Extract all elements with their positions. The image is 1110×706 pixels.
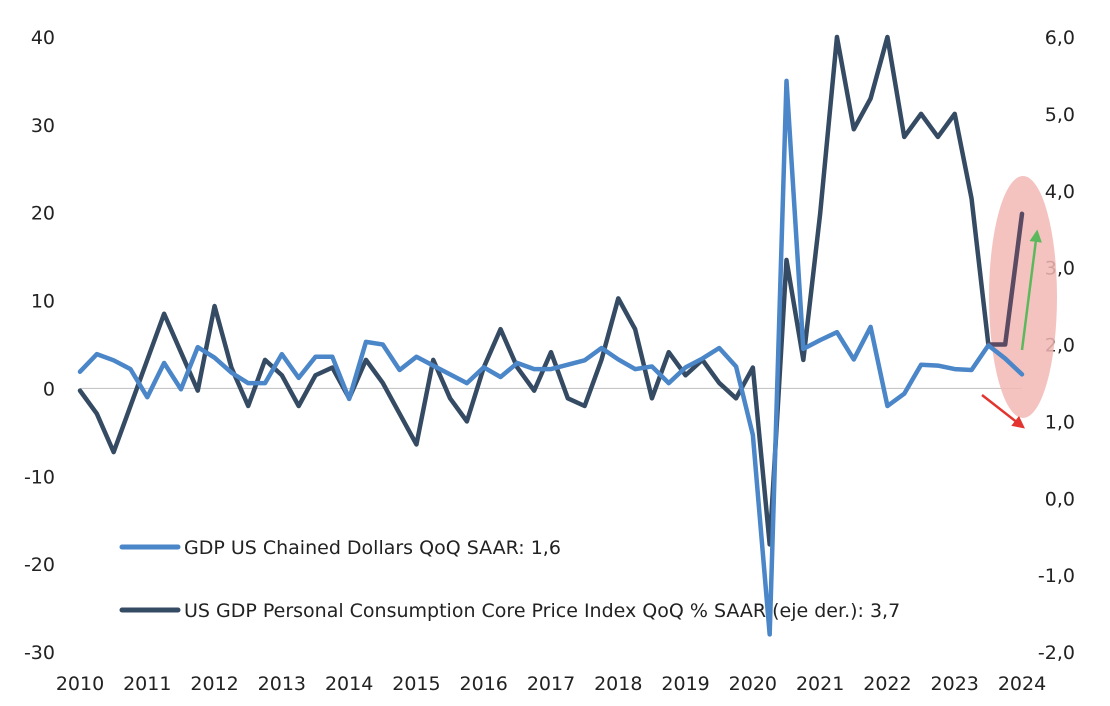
right-tick-label: 5,0: [1045, 104, 1075, 126]
right-tick-label: 1,0: [1045, 411, 1075, 433]
x-tick-label: 2011: [123, 673, 171, 695]
legend-label-pce: US GDP Personal Consumption Core Price I…: [184, 600, 900, 622]
x-tick-label: 2012: [190, 673, 238, 695]
x-tick-label: 2023: [931, 673, 979, 695]
x-axis-ticks: 2010 2011 2012 2013 2014 2015 2016 2017 2018 2019…: [56, 673, 1046, 695]
series-line-gdp: [77, 78, 1025, 637]
x-tick-label: 2019: [661, 673, 709, 695]
down-arrow-icon: [981, 394, 1025, 429]
right-tick-label: 4,0: [1045, 181, 1075, 203]
x-tick-label: 2015: [392, 673, 440, 695]
left-tick-label: 10: [31, 291, 55, 313]
left-tick-label: 20: [31, 203, 55, 225]
left-tick-label: -20: [24, 554, 55, 576]
x-tick-label: 2016: [460, 673, 508, 695]
x-tick-label: 2022: [863, 673, 911, 695]
right-tick-label: 6,0: [1045, 27, 1075, 49]
x-tick-label: 2018: [594, 673, 642, 695]
x-tick-label: 2020: [729, 673, 777, 695]
annotation-arrows: [981, 229, 1042, 429]
legend: GDP US Chained Dollars QoQ SAAR: 1,6 US …: [119, 537, 900, 622]
right-tick-label: -2,0: [1038, 642, 1075, 664]
x-tick-label: 2010: [56, 673, 104, 695]
left-axis-ticks: 40 30 20 10 0 -10 -20 -30: [24, 27, 55, 664]
right-tick-label: 0,0: [1045, 488, 1075, 510]
x-tick-label: 2024: [998, 673, 1046, 695]
series-line-pce-recent: [986, 211, 1025, 347]
left-tick-label: -10: [24, 466, 55, 488]
series-line-pce: [77, 34, 991, 547]
legend-label-gdp: GDP US Chained Dollars QoQ SAAR: 1,6: [184, 537, 561, 559]
left-tick-label: 40: [31, 27, 55, 49]
left-tick-label: 0: [43, 378, 55, 400]
left-tick-label: -30: [24, 642, 55, 664]
right-tick-label: -1,0: [1038, 565, 1075, 587]
x-tick-label: 2021: [796, 673, 844, 695]
x-tick-label: 2013: [258, 673, 306, 695]
x-tick-label: 2017: [527, 673, 575, 695]
left-tick-label: 30: [31, 115, 55, 137]
up-arrow-icon: [1020, 229, 1042, 351]
series-lines: [77, 34, 1025, 637]
x-tick-label: 2014: [325, 673, 373, 695]
